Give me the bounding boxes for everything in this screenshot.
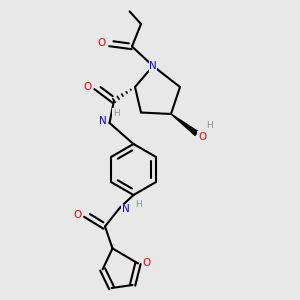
Text: O: O bbox=[83, 82, 92, 92]
Text: H: H bbox=[113, 109, 119, 118]
Text: H: H bbox=[135, 200, 142, 209]
Text: O: O bbox=[198, 131, 206, 142]
Text: N: N bbox=[99, 116, 107, 126]
Text: N: N bbox=[149, 61, 157, 71]
Text: N: N bbox=[122, 204, 129, 214]
Text: H: H bbox=[206, 121, 212, 130]
Text: O: O bbox=[73, 209, 81, 220]
Polygon shape bbox=[171, 114, 198, 135]
Text: O: O bbox=[97, 38, 105, 49]
Text: O: O bbox=[142, 258, 151, 268]
